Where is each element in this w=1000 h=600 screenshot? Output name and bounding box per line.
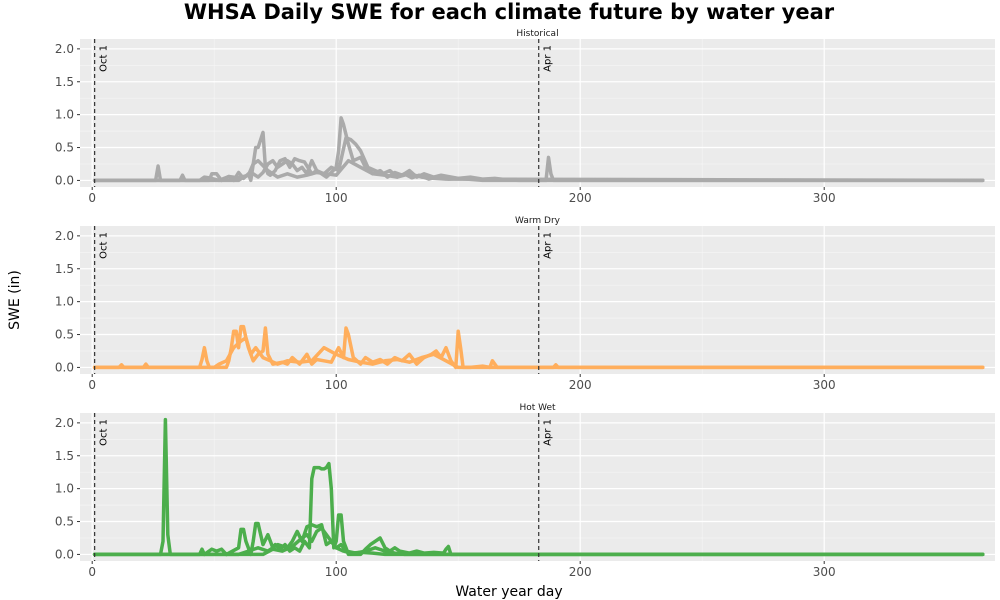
swe-series-line [92,526,985,557]
swe-series-line [92,336,985,370]
reference-line-label: Oct 1 [99,45,110,72]
y-tick-label: 0.0 [55,547,74,561]
y-tick-label: 0.5 [55,515,74,529]
x-tick-label: 0 [88,378,96,392]
x-tick-label: 200 [569,191,592,205]
panel-strip-label: Historical [516,29,558,39]
y-tick-label: 0.0 [55,173,74,187]
y-tick-label: 0.5 [55,141,74,155]
y-tick-label: 1.0 [55,482,74,496]
y-tick-label: 1.0 [55,295,74,309]
y-axis-label: SWE (in) [7,270,23,330]
x-tick-label: 300 [813,565,836,579]
y-tick-label: 0.0 [55,360,74,374]
x-tick-label: 0 [88,565,96,579]
y-tick-label: 0.5 [55,328,74,342]
y-tick-label: 1.5 [55,75,74,89]
reference-line-label: Apr 1 [543,45,554,72]
swe-series-line [92,158,985,183]
y-tick-label: 2.0 [55,229,74,243]
x-tick-label: 100 [325,565,348,579]
panel-background [80,226,995,374]
x-tick-label: 0 [88,191,96,205]
panel-strip-label: Hot Wet [519,403,556,413]
swe-series-line [92,324,985,370]
panels-group: Historical 0 100 200 300 0.0 0.5 1.0 1.5 2.0 Oct 1… [55,29,995,579]
x-tick-label: 100 [325,378,348,392]
x-tick-label: 100 [325,191,348,205]
y-tick-label: 2.0 [55,42,74,56]
panel-historical: Historical 0 100 200 300 0.0 0.5 1.0 1.5 2.0 Oct 1… [55,29,995,205]
panel-strip-label: Warm Dry [515,216,561,226]
y-tick-label: 1.0 [55,108,74,122]
reference-line-label: Oct 1 [99,232,110,259]
x-tick-label: 300 [813,378,836,392]
panel-hot-wet: Hot Wet 0 100 200 300 0.0 0.5 1.0 1.5 2.0 Oct 1 Apr… [55,403,995,579]
y-tick-label: 2.0 [55,416,74,430]
panel-background [80,39,995,187]
reference-line-label: Oct 1 [99,419,110,446]
x-tick-label: 300 [813,191,836,205]
y-tick-label: 1.5 [55,449,74,463]
x-tick-label: 200 [569,565,592,579]
reference-line-label: Apr 1 [543,419,554,446]
panel-warm-dry: Warm Dry 0 100 200 300 0.0 0.5 1.0 1.5 2.0 Oct 1 Ap… [55,216,995,392]
reference-line-label: Apr 1 [543,232,554,259]
chart-title: WHSA Daily SWE for each climate future b… [184,0,835,24]
x-axis-label: Water year day [455,584,562,600]
y-tick-label: 1.5 [55,262,74,276]
panel-background [80,413,995,561]
x-tick-label: 200 [569,378,592,392]
